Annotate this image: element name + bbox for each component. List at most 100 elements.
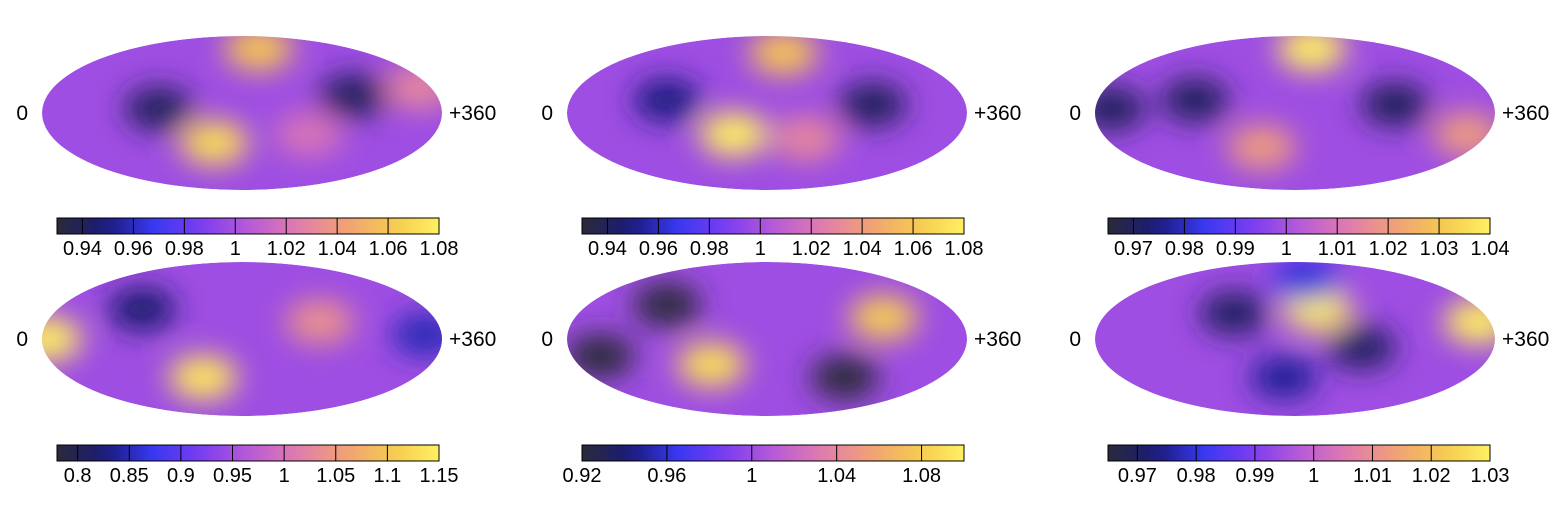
map-feature (1161, 78, 1229, 123)
colorbar-scale (56, 217, 440, 235)
colorbar-tick-label: 0.98 (690, 238, 729, 260)
colorbar-tick-label: 1 (746, 465, 757, 487)
map-feature (1095, 86, 1146, 131)
colorbar-tick-label: 0.99 (1235, 465, 1274, 487)
colorbar-tick-label: 1.01 (1318, 238, 1357, 260)
map-panel-3: 0 +360 0.97 0.98 0.99 1 1.01 1.02 1.03 1.04 (1069, 36, 1549, 260)
colorbar-tick-label: 0.97 (1118, 465, 1157, 487)
colorbar-tick-label: 0.96 (639, 238, 678, 260)
colorbar-tick-label: 1 (755, 238, 766, 260)
map-feature (849, 295, 918, 340)
colorbar-scale (581, 217, 965, 235)
map-feature (169, 355, 238, 400)
sky-map-background (1095, 262, 1495, 416)
colorbar-tick-label: 0.94 (588, 238, 627, 260)
colorbar-tick-label: 1 (1281, 238, 1292, 260)
colorbar-tick-label: 0.98 (1165, 238, 1204, 260)
colorbar-scale (1107, 217, 1491, 235)
colorbar-tick-label: 1.02 (267, 238, 306, 260)
lon-label-left: 0 (16, 102, 28, 125)
map-feature (108, 287, 176, 332)
colorbar-tick-label: 1.1 (373, 465, 401, 487)
map-feature (1249, 355, 1318, 400)
map-feature (1433, 112, 1495, 157)
lon-label-right: +360 (974, 102, 1021, 125)
map-feature (1199, 291, 1268, 336)
colorbar-tick-label: 1.04 (318, 238, 357, 260)
lon-label-right: +360 (1502, 328, 1549, 351)
colorbar-scale (56, 444, 440, 462)
map-panel-6: 0 +360 0.97 0.98 0.99 1 1.01 1.02 1.03 (1069, 262, 1549, 487)
colorbar-scale (1107, 444, 1491, 462)
colorbar-tick-label: 0.99 (1216, 238, 1255, 260)
lon-label-right: +360 (449, 102, 496, 125)
sky-map-background (567, 262, 967, 416)
colorbar-tick-label: 1.02 (792, 238, 831, 260)
map-feature (1361, 82, 1429, 127)
colorbar-tick-label: 1.04 (1471, 238, 1510, 260)
map-panel-2: 0 +360 0.94 0.96 0.98 1 1.02 1.04 1.06 1.08 (541, 36, 1021, 260)
colorbar: 0.94 0.96 0.98 1 1.02 1.04 1.06 1.08 (581, 217, 983, 260)
colorbar-tick-label: 1.08 (902, 465, 941, 487)
colorbar-tick-label: 1.08 (420, 238, 459, 260)
colorbar: 0.97 0.98 0.99 1 1.01 1.02 1.03 1.04 (1107, 217, 1510, 260)
colorbar-tick-label: 0.8 (64, 465, 92, 487)
colorbar-tick-label: 0.98 (1177, 465, 1216, 487)
colorbar-tick-label: 1 (230, 238, 241, 260)
colorbar: 0.97 0.98 0.99 1 1.01 1.02 1.03 (1107, 444, 1510, 487)
colorbar-tick-label: 0.85 (110, 465, 149, 487)
map-feature (838, 82, 907, 127)
colorbar-tick-label: 0.9 (167, 465, 195, 487)
colorbar: 0.94 0.96 0.98 1 1.02 1.04 1.06 1.08 (56, 217, 459, 260)
colorbar-tick-label: 1.04 (843, 238, 882, 260)
sky-map-background (42, 262, 442, 416)
lon-label-left: 0 (541, 328, 553, 351)
colorbar-tick-label: 0.94 (63, 238, 102, 260)
map-feature (1277, 36, 1346, 71)
colorbar-tick-label: 0.97 (1114, 238, 1153, 260)
sky-map-background (567, 36, 967, 190)
map-feature (1327, 325, 1396, 370)
colorbar-tick-label: 1.15 (420, 465, 459, 487)
map-feature (633, 282, 701, 327)
map-feature (1227, 125, 1296, 170)
map-panel-1: 0 +360 0.94 0.96 0.98 1 1.02 1.04 1.06 1.08 (16, 36, 496, 260)
map-feature (319, 73, 388, 118)
map-feature (1444, 299, 1495, 344)
lon-label-left: 0 (1069, 102, 1081, 125)
map-feature (42, 317, 82, 361)
colorbar-tick-label: 1.01 (1353, 465, 1392, 487)
map-feature (1272, 262, 1341, 302)
map-feature (224, 36, 293, 71)
colorbar-tick-label: 1.06 (369, 238, 408, 260)
map-feature (180, 120, 249, 165)
map-feature (391, 312, 442, 357)
colorbar-tick-label: 1.03 (1471, 465, 1510, 487)
map-feature (771, 116, 840, 161)
colorbar: 0.8 0.85 0.9 0.95 1 1.05 1.1 1.15 (56, 444, 459, 487)
colorbar-tick-label: 1.02 (1412, 465, 1451, 487)
colorbar-tick-label: 0.96 (647, 465, 686, 487)
sky-map-background (1095, 36, 1495, 190)
map-feature (285, 299, 354, 344)
colorbar-scale (581, 444, 965, 462)
colorbar-tick-label: 1 (1308, 465, 1319, 487)
colorbar-tick-label: 1.04 (817, 465, 856, 487)
sky-map-background (42, 36, 442, 190)
map-feature (810, 355, 879, 400)
map-panel-5: 0 +360 0.92 0.96 1 1.04 1.08 (541, 262, 1021, 487)
lon-label-right: +360 (974, 328, 1021, 351)
map-feature (274, 112, 343, 157)
lon-label-right: +360 (449, 328, 496, 351)
colorbar-tick-label: 1 (279, 465, 290, 487)
colorbar-tick-label: 1.05 (316, 465, 355, 487)
map-feature (124, 86, 193, 131)
map-feature (749, 36, 818, 76)
colorbar-tick-label: 0.98 (165, 238, 204, 260)
colorbar: 0.92 0.96 1 1.04 1.08 (563, 444, 965, 487)
colorbar-tick-label: 1.02 (1369, 238, 1408, 260)
colorbar-tick-label: 1.03 (1420, 238, 1459, 260)
lon-label-left: 0 (1069, 328, 1081, 351)
map-feature (385, 65, 442, 110)
colorbar-tick-label: 1.06 (894, 238, 933, 260)
